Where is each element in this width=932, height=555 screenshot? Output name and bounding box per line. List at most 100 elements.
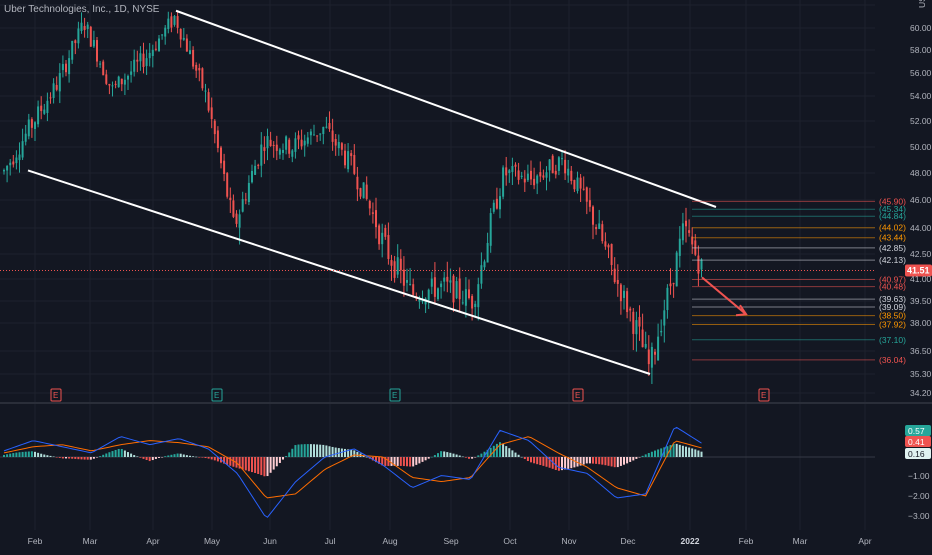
price-tick-label: 52.00: [910, 116, 932, 126]
channel-line[interactable]: [175, 9, 717, 208]
projection-arrow[interactable]: [701, 276, 747, 315]
histogram-bar: [455, 454, 458, 457]
histogram-bar: [406, 457, 408, 467]
histogram-bar: [331, 446, 334, 457]
histogram-bar: [68, 457, 71, 459]
histogram-bar: [427, 457, 430, 459]
histogram-bar: [145, 457, 148, 461]
histogram-bar: [297, 444, 300, 457]
level-label: (38.50): [879, 311, 906, 321]
histogram-bar: [573, 457, 576, 468]
candle: [409, 268, 412, 286]
histogram-bar: [254, 457, 257, 473]
price-tick-label: 38.00: [910, 318, 932, 328]
histogram-bar: [505, 446, 508, 457]
histogram-bar: [102, 454, 105, 457]
candle: [393, 255, 396, 283]
histogram-bar: [83, 457, 86, 460]
indicator-axis[interactable]: 0.00−1.00−2.00−3.000.570.410.16: [905, 425, 931, 521]
histogram-bar: [663, 447, 666, 457]
candle: [52, 78, 55, 104]
histogram-bar: [375, 457, 377, 463]
candle: [616, 264, 619, 297]
histogram-bar: [557, 457, 560, 471]
earnings-marker[interactable]: E: [572, 388, 584, 402]
candle: [632, 308, 635, 351]
histogram-bar: [325, 445, 328, 457]
histogram-bar: [474, 457, 477, 458]
earnings-marker[interactable]: E: [211, 388, 223, 402]
histogram-bar: [353, 450, 356, 457]
histogram-bar: [530, 457, 532, 463]
histogram-bar: [127, 452, 129, 457]
histogram-bar: [412, 457, 415, 467]
candle: [477, 277, 480, 321]
histogram-bar: [545, 457, 548, 467]
macd-pane[interactable]: [3, 426, 703, 518]
time-axis[interactable]: Feb Mar Apr May Jun Jul Aug Sep Oct Nov Dec 2022 Feb…: [28, 536, 872, 546]
histogram-bar: [613, 457, 616, 468]
currency-label: USD: [917, 0, 927, 8]
candle: [660, 319, 663, 337]
price-axis[interactable]: 60.00 58.00 56.00 54.00 52.00 50.00 48.00 46.00…: [910, 0, 932, 398]
candle: [458, 267, 461, 313]
histogram-bar: [142, 457, 145, 459]
histogram-bar: [468, 457, 470, 459]
histogram-bar: [58, 457, 61, 458]
candle: [68, 50, 71, 83]
histogram-bar: [697, 450, 700, 457]
candle: [455, 276, 458, 300]
histogram-bar: [238, 457, 241, 469]
candle: [508, 168, 511, 183]
histogram-bar: [74, 457, 77, 459]
candle: [142, 42, 145, 74]
candle: [700, 258, 703, 278]
candle: [371, 202, 374, 224]
earnings-marker-label: E: [53, 391, 58, 400]
candle: [21, 128, 24, 160]
earnings-marker[interactable]: E: [389, 388, 401, 402]
candle: [105, 69, 108, 86]
earnings-marker[interactable]: E: [758, 388, 770, 402]
channel-line[interactable]: [27, 169, 651, 375]
candle: [71, 40, 74, 64]
candle: [294, 132, 297, 159]
histogram-bar: [378, 457, 381, 464]
histogram-bar: [139, 457, 142, 458]
histogram-bar: [46, 455, 49, 457]
candle: [567, 159, 570, 183]
histogram-bar: [300, 444, 303, 457]
projection-arrow-head: [735, 304, 748, 317]
candle: [585, 186, 588, 215]
histogram-bar: [105, 453, 108, 457]
candle: [9, 159, 12, 176]
histogram-bar: [350, 449, 353, 457]
candle: [18, 142, 21, 173]
last-price-value: 41.51: [907, 266, 930, 276]
earnings-marker[interactable]: E: [50, 388, 62, 402]
candle: [402, 256, 405, 297]
histogram-bar: [30, 451, 33, 457]
histogram-bar: [266, 457, 269, 477]
histogram-bar: [201, 457, 204, 458]
candle: [604, 232, 607, 250]
time-tick-label: Sep: [443, 536, 458, 546]
histogram-bar: [489, 447, 492, 457]
histogram-bar: [272, 457, 275, 470]
histogram-bar: [567, 457, 570, 469]
candle: [111, 81, 114, 97]
candle: [492, 199, 495, 214]
histogram-bar: [15, 452, 18, 457]
level-label: (44.02): [879, 223, 906, 233]
histogram-bar: [161, 457, 164, 458]
candle: [443, 271, 446, 292]
candle: [15, 150, 18, 170]
last-price-tag: [905, 264, 932, 277]
histogram-bar: [576, 457, 579, 467]
candle: [297, 130, 300, 150]
histogram-bar: [344, 448, 346, 457]
price-tick-label: 34.20: [910, 388, 932, 398]
candle: [657, 323, 660, 361]
